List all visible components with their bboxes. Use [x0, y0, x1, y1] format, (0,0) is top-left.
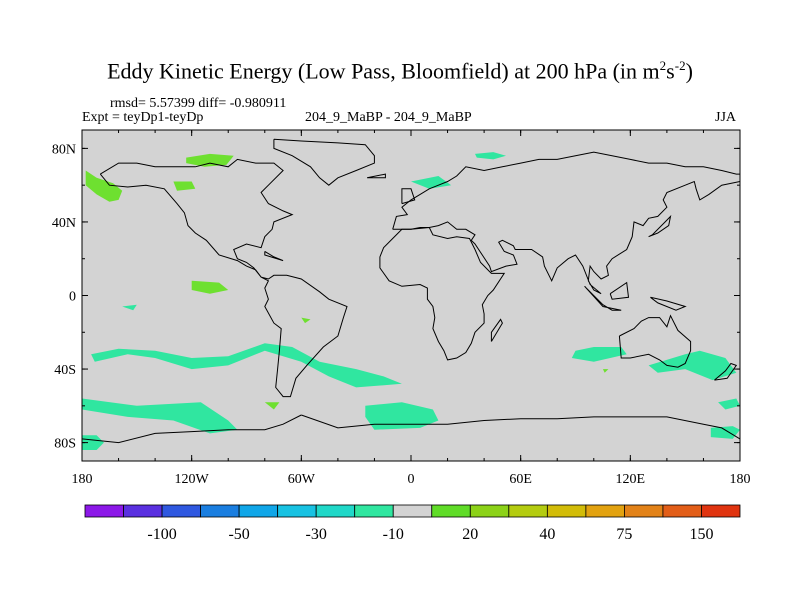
colorbar-label: -50 — [228, 526, 249, 543]
colorbar-label: 40 — [539, 526, 555, 543]
title-sup-1: 2 — [659, 58, 667, 73]
colorbar-label: 20 — [462, 526, 478, 543]
x-tick-label: 120W — [175, 472, 210, 487]
coastline-16 — [264, 250, 284, 262]
positive-anomaly-region-4 — [264, 402, 280, 410]
colorbar-swatch-11 — [508, 504, 548, 518]
negative-anomaly-region-7 — [82, 398, 238, 434]
coastline-0 — [99, 158, 348, 398]
positive-anomaly-region-3 — [191, 280, 229, 294]
negative-anomaly-region-11 — [648, 350, 737, 381]
coastlines — [82, 138, 740, 444]
expt-label: Expt = teyDp1-teyDp — [82, 110, 204, 125]
colorbar-swatch-14 — [624, 504, 664, 518]
rmsd-label: rmsd= 5.57399 diff= -0.980911 — [110, 96, 287, 111]
coastline-10 — [584, 285, 622, 311]
axis-ticks: 180 120W 60W 0 60E 120E 180 80N 40N 0 40S 80S — [52, 130, 751, 487]
colorbar: -100 -50 -30 -10 20 40 75 150 — [84, 504, 741, 543]
colorbar-swatch-0 — [84, 504, 124, 518]
colorbar-swatch-15 — [662, 504, 702, 518]
colorbar-label: 75 — [616, 526, 632, 543]
chart-title: Eddy Kinetic Energy (Low Pass, Bloomfiel… — [0, 58, 800, 84]
colorbar-swatch-7 — [354, 504, 394, 518]
positive-anomaly-region-1 — [186, 153, 234, 167]
coastline-6 — [301, 414, 740, 440]
coastline-13 — [648, 214, 672, 238]
coastline-11 — [609, 281, 630, 300]
colorbar-swatch-12 — [546, 504, 587, 518]
x-tick-label: 180 — [730, 472, 751, 487]
anomaly-regions — [82, 152, 740, 450]
title-mid: s — [666, 58, 675, 84]
positive-anomaly-region-2 — [173, 181, 196, 191]
y-tick-label: 40S — [54, 363, 76, 378]
case-label: 204_9_MaBP - 204_9_MaBP — [305, 110, 472, 125]
coastline-5 — [618, 314, 692, 368]
coastline-1 — [273, 138, 375, 186]
title-end: ) — [685, 58, 693, 84]
y-tick-label: 40N — [52, 216, 76, 231]
negative-anomaly-region-14 — [475, 152, 506, 160]
coastline-4 — [379, 226, 506, 361]
negative-anomaly-region-10 — [571, 347, 627, 362]
coastline-14 — [490, 318, 503, 342]
title-main: Eddy Kinetic Energy (Low Pass, Bloomfiel… — [107, 58, 660, 84]
negative-anomaly-region-15 — [411, 176, 452, 189]
colorbar-swatch-13 — [585, 504, 625, 518]
y-tick-label: 0 — [69, 290, 76, 305]
colorbar-swatch-3 — [200, 504, 240, 518]
coastline-8 — [401, 188, 416, 205]
negative-anomaly-region-9 — [365, 402, 439, 430]
colorbar-swatch-6 — [315, 504, 356, 518]
coastline-12 — [650, 296, 687, 311]
colorbar-label: -30 — [306, 526, 327, 543]
x-tick-label: 60W — [288, 472, 316, 487]
negative-anomaly-region-13 — [718, 398, 740, 410]
y-tick-label: 80N — [52, 142, 76, 157]
colorbar-swatch-10 — [469, 504, 510, 518]
positive-anomaly-region-17 — [602, 369, 609, 373]
colorbar-swatch-2 — [161, 504, 201, 518]
x-tick-label: 180 — [72, 472, 93, 487]
positive-anomaly-region-5 — [301, 317, 311, 324]
colorbar-swatch-1 — [123, 504, 163, 518]
title-sup-2: -2 — [674, 58, 686, 73]
colorbar-swatch-9 — [431, 504, 471, 518]
coastline-3 — [392, 180, 740, 295]
season-label: JJA — [715, 110, 737, 125]
negative-anomaly-region-12 — [710, 426, 740, 439]
y-tick-label: 80S — [54, 437, 76, 452]
colorbar-label: -100 — [147, 526, 176, 543]
colorbar-label: 150 — [689, 526, 713, 543]
colorbar-swatch-4 — [238, 504, 279, 518]
colorbar-label: -10 — [383, 526, 404, 543]
x-tick-label: 0 — [408, 472, 415, 487]
negative-anomaly-region-16 — [122, 304, 137, 311]
coastline-15 — [714, 362, 738, 381]
colorbar-swatch-16 — [701, 504, 741, 518]
coastline-7 — [82, 414, 302, 444]
positive-anomaly-region-0 — [85, 170, 123, 202]
x-tick-label: 60E — [509, 472, 532, 487]
colorbar-swatch-5 — [277, 504, 317, 518]
coastline-9 — [367, 173, 386, 179]
x-tick-label: 120E — [616, 472, 646, 487]
colorbar-swatch-8 — [392, 504, 433, 518]
negative-anomaly-region-6 — [91, 343, 402, 388]
